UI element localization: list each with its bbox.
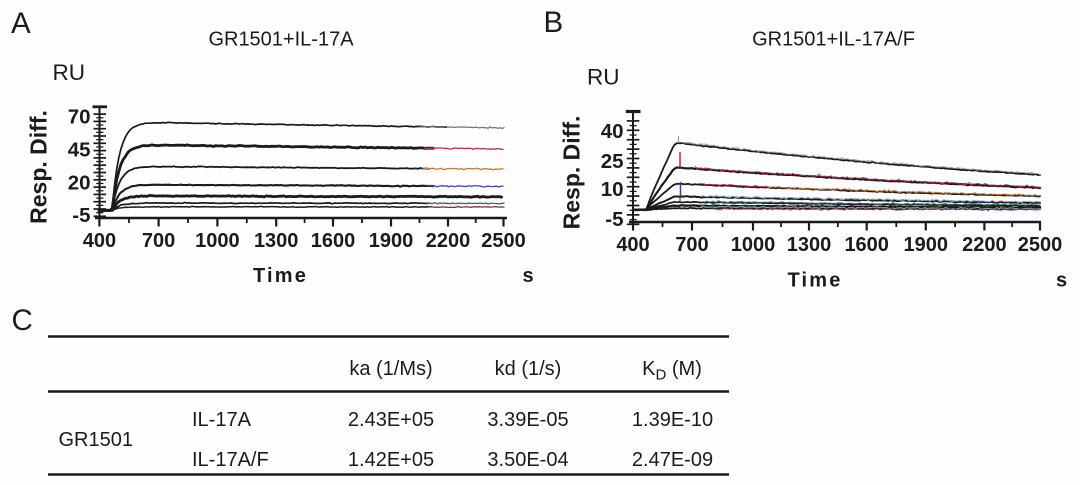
svg-text:1900: 1900 bbox=[904, 234, 949, 256]
svg-text:s: s bbox=[522, 265, 533, 287]
svg-text:2200: 2200 bbox=[426, 230, 471, 252]
svg-text:KD (M): KD (M) bbox=[642, 358, 702, 384]
svg-text:3.39E-05: 3.39E-05 bbox=[487, 409, 568, 431]
svg-text:400: 400 bbox=[83, 230, 116, 252]
svg-text:Time: Time bbox=[787, 270, 842, 292]
svg-text:1300: 1300 bbox=[254, 230, 299, 252]
svg-text:1000: 1000 bbox=[731, 234, 776, 256]
svg-text:1.39E-10: 1.39E-10 bbox=[632, 409, 713, 431]
svg-text:2200: 2200 bbox=[962, 234, 1007, 256]
svg-text:400: 400 bbox=[616, 234, 649, 256]
svg-text:RU: RU bbox=[587, 65, 620, 90]
svg-text:IL-17A: IL-17A bbox=[192, 409, 252, 431]
svg-text:1300: 1300 bbox=[787, 234, 832, 256]
svg-text:25: 25 bbox=[601, 150, 624, 173]
svg-text:10: 10 bbox=[601, 178, 624, 201]
svg-text:Resp. Diff.: Resp. Diff. bbox=[26, 110, 52, 224]
svg-text:GR1501+IL-17A: GR1501+IL-17A bbox=[208, 29, 354, 51]
svg-text:ka (1/Ms): ka (1/Ms) bbox=[349, 358, 432, 380]
svg-text:2.43E+05: 2.43E+05 bbox=[348, 409, 434, 431]
svg-text:1900: 1900 bbox=[369, 230, 414, 252]
svg-text:45: 45 bbox=[68, 138, 91, 161]
svg-text:-5: -5 bbox=[605, 208, 623, 231]
svg-text:2500: 2500 bbox=[481, 230, 526, 252]
svg-text:GR1501+IL-17A/F: GR1501+IL-17A/F bbox=[752, 29, 915, 51]
svg-text:B: B bbox=[544, 6, 564, 39]
svg-text:-5: -5 bbox=[72, 204, 90, 227]
svg-text:2.47E-09: 2.47E-09 bbox=[632, 449, 713, 471]
svg-text:Time: Time bbox=[253, 265, 308, 287]
svg-text:1600: 1600 bbox=[844, 234, 889, 256]
svg-text:1000: 1000 bbox=[195, 230, 240, 252]
svg-text:3.50E-04: 3.50E-04 bbox=[487, 449, 568, 471]
svg-text:s: s bbox=[1056, 270, 1067, 292]
svg-text:1600: 1600 bbox=[311, 230, 356, 252]
svg-text:2500: 2500 bbox=[1018, 234, 1063, 256]
svg-text:700: 700 bbox=[142, 230, 175, 252]
svg-text:Resp. Diff.: Resp. Diff. bbox=[559, 116, 585, 230]
svg-text:IL-17A/F: IL-17A/F bbox=[192, 449, 269, 471]
svg-text:RU: RU bbox=[53, 60, 86, 85]
svg-text:C: C bbox=[12, 304, 33, 337]
svg-text:kd (1/s): kd (1/s) bbox=[495, 358, 562, 380]
svg-text:GR1501: GR1501 bbox=[59, 429, 134, 451]
svg-text:700: 700 bbox=[675, 234, 708, 256]
svg-text:20: 20 bbox=[68, 172, 91, 195]
svg-text:70: 70 bbox=[68, 105, 91, 128]
svg-text:1.42E+05: 1.42E+05 bbox=[348, 449, 434, 471]
svg-text:40: 40 bbox=[601, 120, 624, 143]
svg-text:A: A bbox=[11, 7, 31, 40]
